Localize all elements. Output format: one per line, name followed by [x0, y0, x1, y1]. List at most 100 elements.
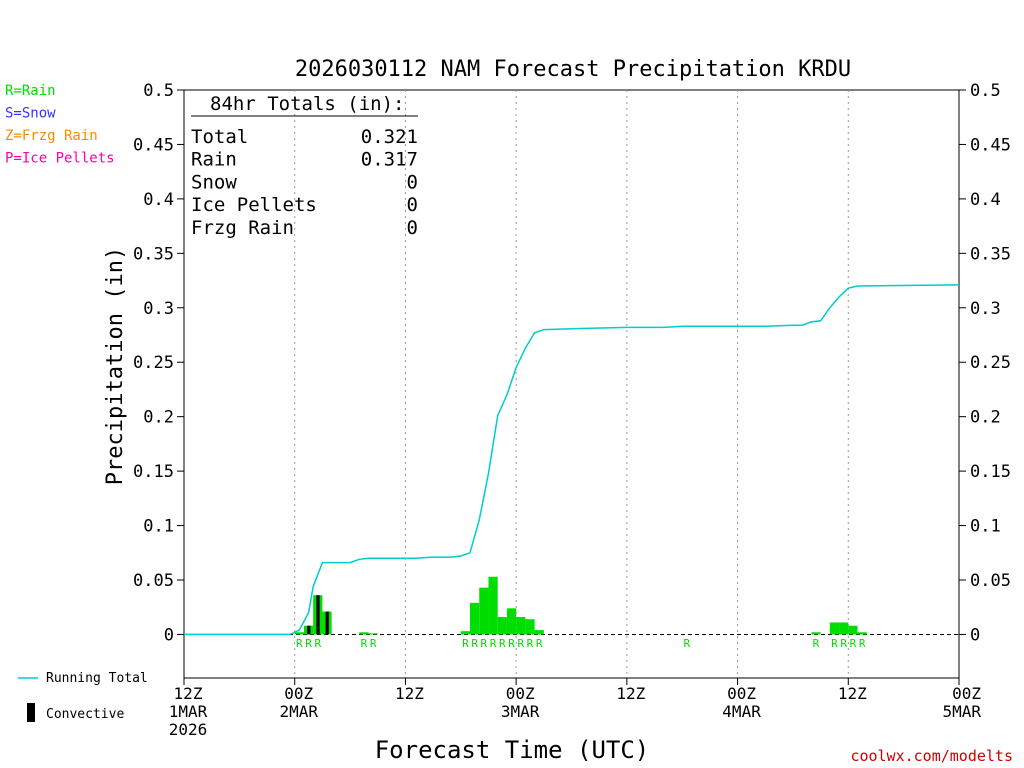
rain-bar [857, 632, 867, 635]
y-tick-label-left: 0.3 [143, 299, 174, 319]
totals-row-label: Ice Pellets [191, 194, 317, 216]
y-tick-label-left: 0.4 [143, 190, 174, 210]
precip-type-key: R=Rain S=Snow Z=Frzg Rain P=Ice Pellets [5, 83, 115, 167]
ptype-label: R [859, 637, 866, 650]
totals-row-value: 0.317 [361, 149, 418, 171]
ptype-label: R [471, 637, 478, 650]
convective-legend-label: Convective [46, 707, 124, 722]
running-total-series [184, 284, 960, 636]
rain-bar [525, 619, 535, 635]
y-tick-label-right: 0.1 [970, 517, 1001, 537]
convective-bar [316, 595, 320, 635]
rain-bar [829, 622, 840, 635]
x-tick-label: 12Z [838, 684, 867, 703]
y-tick-label-right: 0.3 [970, 299, 1001, 319]
ptype-label: R [813, 637, 820, 650]
rain-bar [497, 617, 507, 635]
convective-bar [325, 611, 329, 635]
rain-bar [811, 632, 821, 635]
rain-bar [359, 632, 369, 635]
x-tick-label: 12Z [616, 684, 645, 703]
plot-frame [183, 89, 960, 679]
y-tick-label-left: 0.1 [143, 517, 174, 537]
ptype-label: R [361, 637, 368, 650]
y-axis-label: Precipitation (in) [103, 247, 128, 485]
gridlines [294, 90, 849, 678]
x-tick-label: 00Z [727, 684, 756, 703]
ptype-label: R [481, 637, 488, 650]
y-tick-label-right: 0.05 [970, 571, 1011, 591]
y-tick-label-left: 0.15 [133, 462, 174, 482]
y-tick-label-right: 0.5 [970, 81, 1001, 101]
ptype-label: R [499, 637, 506, 650]
rain-bar [368, 633, 378, 635]
ptype-label: R [831, 637, 838, 650]
ptype-label: R [462, 637, 469, 650]
ptype-key-item: R=Rain [5, 83, 56, 99]
convective-bars [307, 595, 329, 635]
ptype-label: R [527, 637, 534, 650]
rain-bar [479, 587, 489, 635]
x-axis-label: Forecast Time (UTC) [375, 736, 650, 764]
ptype-label: R [490, 637, 497, 650]
totals-row-label: Total [191, 126, 248, 148]
y-tick-label-right: 0.45 [970, 135, 1011, 155]
ptype-key-item: S=Snow [5, 106, 56, 122]
x-tick-label: 00Z [284, 684, 313, 703]
totals-row-value: 0 [407, 194, 418, 216]
rain-bar [488, 576, 498, 635]
ptype-label: R [850, 637, 857, 650]
totals-row-value: 0.321 [361, 126, 418, 148]
x-tick-label: 00Z [506, 684, 535, 703]
rain-bar [294, 632, 304, 635]
rain-bar [848, 625, 858, 635]
y-tick-label-left: 0.35 [133, 244, 174, 264]
chart-title: 2026030112 NAM Forecast Precipitation KR… [295, 57, 851, 82]
chart-legend: Running Total Convective [18, 671, 148, 722]
y-tick-label-right: 0.35 [970, 244, 1011, 264]
ptype-label: R [370, 637, 377, 650]
x-tick-label: 2026 [169, 720, 208, 739]
totals-row-value: 0 [407, 217, 418, 239]
y-tick-label-left: 0.25 [133, 353, 174, 373]
convective-legend-swatch [27, 703, 35, 722]
totals-row-label: Snow [191, 171, 237, 193]
y-tick-label-right: 0.4 [970, 190, 1001, 210]
y-tick-label-right: 0 [970, 625, 980, 645]
y-tick-label-left: 0 [164, 625, 174, 645]
ptype-label: R [536, 637, 543, 650]
x-tick-label: 3MAR [501, 702, 540, 721]
running-total-line [184, 284, 960, 636]
y-axis-left: 0.5 0.45 0.4 0.35 0.3 0.25 0.2 0.15 0.1 0.05 0 [133, 81, 184, 645]
ptype-label: R [840, 637, 847, 650]
x-tick-label: 00Z [952, 684, 981, 703]
ptype-label: R [314, 637, 321, 650]
rain-bar [506, 608, 517, 635]
ptype-key-item: P=Ice Pellets [5, 151, 115, 167]
rain-bar [534, 630, 544, 635]
totals-row-label: Rain [191, 149, 237, 171]
y-tick-label-left: 0.5 [143, 81, 174, 101]
y-tick-label-right: 0.2 [970, 408, 1001, 428]
y-tick-label-left: 0.05 [133, 571, 174, 591]
totals-row-value: 0 [407, 171, 418, 193]
totals-row-label: Frzg Rain [191, 217, 294, 239]
y-tick-label-right: 0.15 [970, 462, 1011, 482]
totals-header: 84hr Totals (in): [210, 93, 404, 115]
rain-bar [839, 622, 849, 635]
ptype-label: R [684, 637, 691, 650]
totals-box: 84hr Totals (in): Total 0.321 Rain 0.317 Sno… [191, 93, 418, 239]
x-tick-label: 12Z [395, 684, 424, 703]
rain-bar [460, 631, 471, 635]
y-tick-label-left: 0.2 [143, 408, 174, 428]
ptype-label: R [305, 637, 312, 650]
running-total-legend-label: Running Total [46, 671, 148, 686]
x-tick-label: 4MAR [722, 702, 761, 721]
y-tick-label-right: 0.25 [970, 353, 1011, 373]
ptype-key-item: Z=Frzg Rain [5, 128, 98, 144]
y-tick-label-left: 0.45 [133, 135, 174, 155]
ptype-label: R [508, 637, 515, 650]
rain-bar [470, 602, 480, 635]
